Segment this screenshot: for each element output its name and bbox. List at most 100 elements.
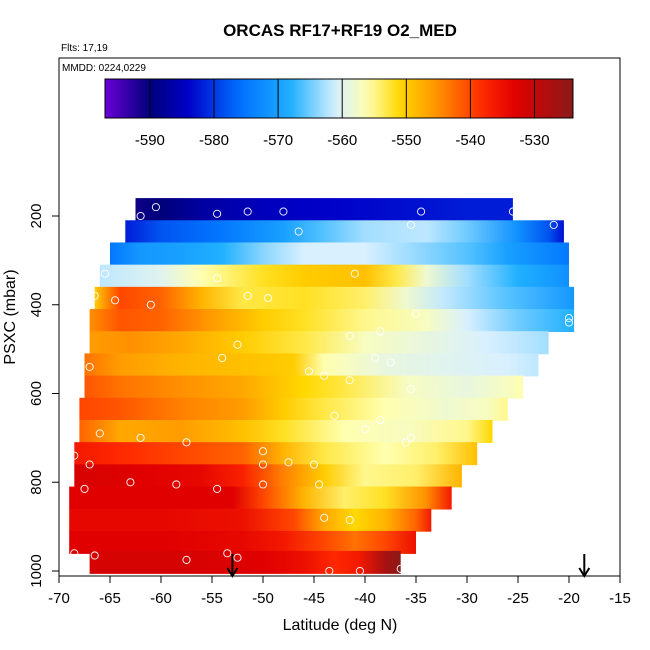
- sample-point: [350, 269, 359, 278]
- sample-point: [258, 480, 268, 489]
- sample-point: [371, 353, 380, 363]
- sample-point: [411, 309, 421, 318]
- x-tick-label: -65: [99, 590, 121, 607]
- sample-point: [90, 551, 99, 560]
- sample-point: [396, 564, 405, 573]
- colorbar-gradient: [104, 78, 574, 119]
- sample-point: [549, 220, 558, 229]
- sample-point: [284, 458, 293, 467]
- heatmap-band: [84, 353, 539, 377]
- sample-point: [213, 484, 222, 493]
- sample-point: [243, 291, 252, 300]
- sample-point: [70, 451, 79, 460]
- sample-point: [330, 411, 339, 420]
- sample-point: [386, 358, 395, 367]
- colorbar-tick-label: -570: [263, 132, 293, 149]
- x-tick-label: -20: [558, 590, 580, 607]
- sample-point: [345, 376, 354, 385]
- sample-point: [417, 207, 426, 216]
- sample-point: [172, 480, 181, 489]
- sample-point: [111, 296, 120, 305]
- heatmap-band: [89, 331, 549, 355]
- sample-point: [294, 227, 303, 236]
- sample-point: [136, 433, 145, 442]
- sample-point: [360, 424, 370, 434]
- heatmap-band: [125, 220, 564, 244]
- colorbar-tick-label: -590: [135, 132, 165, 149]
- sample-points: [70, 203, 574, 576]
- heatmap-band: [135, 198, 513, 222]
- heatmap-band: [69, 508, 432, 532]
- x-tick-label: -30: [456, 590, 478, 607]
- heatmap-band: [69, 486, 452, 510]
- sample-point: [136, 211, 145, 221]
- sample-point: [213, 209, 222, 218]
- sample-point: [304, 367, 313, 376]
- heatmap-band: [99, 264, 570, 288]
- heatmap-band: [89, 309, 575, 333]
- y-tick-label: 800: [28, 470, 45, 495]
- heatmap-band: [94, 286, 575, 310]
- y-axis: 200 400 600 800 1000: [28, 203, 59, 588]
- sample-point: [100, 269, 109, 278]
- sample-point: [85, 362, 94, 371]
- colorbar-tick-label: -550: [391, 132, 421, 149]
- colorbar-tick-label: -560: [327, 132, 357, 149]
- sample-point: [243, 207, 252, 216]
- x-tick-label: -70: [48, 590, 70, 607]
- sample-point: [151, 203, 160, 212]
- sample-point: [309, 460, 319, 469]
- sample-point: [279, 207, 288, 216]
- y-tick-label: 1000: [28, 554, 45, 587]
- sample-point: [233, 553, 242, 562]
- x-tick-label: -60: [150, 590, 172, 607]
- y-tick-label: 200: [28, 203, 45, 228]
- sample-point: [70, 549, 79, 558]
- sample-point: [218, 353, 227, 363]
- x-axis-label: Latitude (deg N): [283, 617, 398, 634]
- sample-point: [564, 314, 574, 323]
- plot-frame: [58, 57, 621, 577]
- heatmap-band: [89, 550, 401, 574]
- sample-point: [355, 566, 364, 576]
- sample-point: [182, 555, 191, 564]
- sample-point: [406, 385, 415, 394]
- sample-point: [213, 274, 222, 283]
- sample-point: [90, 291, 99, 300]
- heatmap-band: [74, 442, 478, 466]
- sample-point: [258, 460, 268, 469]
- x-tick-label: -55: [201, 590, 223, 607]
- heatmap-band: [79, 397, 508, 421]
- colorbar-tick-label: -540: [455, 132, 485, 149]
- sample-point: [508, 207, 517, 216]
- sample-point: [345, 331, 354, 340]
- x-tick-label: -40: [354, 590, 376, 607]
- sample-point: [376, 416, 385, 425]
- heatmap-band: [79, 419, 493, 443]
- sample-point: [223, 549, 232, 558]
- heatmap-band: [74, 464, 462, 488]
- sample-point: [146, 300, 155, 309]
- x-tick-label: -15: [609, 590, 631, 607]
- sample-point: [126, 478, 135, 487]
- sample-point: [325, 566, 334, 576]
- sample-point: [95, 429, 104, 438]
- sample-point: [376, 327, 385, 336]
- heatmap-band: [69, 530, 416, 554]
- latitude-arrow: [578, 554, 591, 578]
- sample-point: [406, 433, 415, 442]
- sample-point: [258, 447, 268, 456]
- sample-point: [80, 484, 89, 493]
- heatmap-layers: [69, 198, 575, 574]
- chart-title: ORCAS RF17+RF19 O2_MED: [223, 21, 457, 40]
- sample-point: [182, 438, 191, 447]
- x-tick-label: -45: [303, 590, 325, 607]
- heatmap-band: [110, 242, 569, 266]
- x-axis: -70 -65 -60 -55 -50 -45 -40 -35 -30 -25 -20 -15: [48, 576, 631, 607]
- sample-point: [264, 294, 273, 303]
- sample-point: [406, 220, 415, 229]
- sample-point: [320, 371, 329, 380]
- colorbar: -590 -580 -570 -560 -550 -540 -530: [104, 78, 574, 149]
- x-tick-label: -35: [405, 590, 427, 607]
